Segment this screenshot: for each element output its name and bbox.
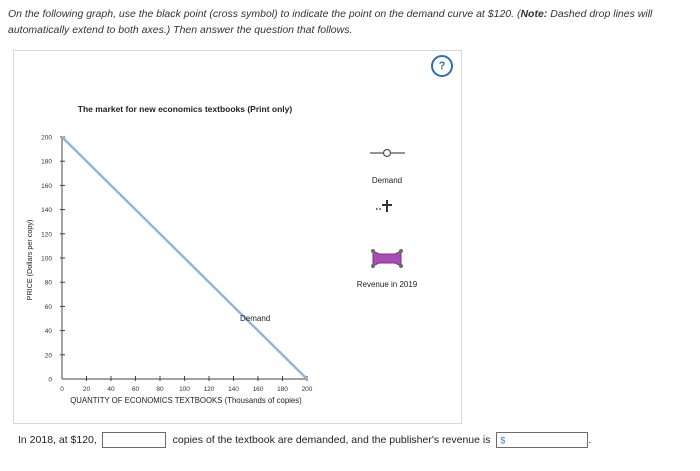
question-line1-prefix: On the following graph, use the black po… [8, 8, 521, 20]
help-icon[interactable]: ? [431, 55, 453, 77]
legend-revenue-label: Revenue in 2019 [357, 280, 418, 289]
x-tick-label: 200 [302, 386, 313, 393]
revenue-icon-corner-tl [371, 249, 375, 253]
demand-graph[interactable]: The market for new economics textbooks (… [0, 0, 700, 420]
graph-title: The market for new economics textbooks (… [78, 104, 293, 114]
x-tick-label: 160 [253, 386, 264, 393]
graph-panel [13, 50, 462, 424]
x-tick-label: 140 [228, 386, 239, 393]
y-tick-label: 0 [48, 377, 52, 384]
question-line1-suffix: Dashed drop lines will [547, 8, 653, 20]
revenue-input[interactable]: $ [496, 432, 589, 448]
revenue-icon [372, 250, 402, 267]
legend-demand-marker [382, 148, 392, 158]
legend-demand-tool[interactable] [370, 148, 405, 158]
revenue-icon-corner-br [399, 264, 403, 268]
demand-curve-label: Demand [240, 314, 270, 323]
legend-demand-label: Demand [372, 176, 402, 185]
y-tick-label: 140 [41, 207, 52, 214]
y-tick-label: 80 [45, 280, 53, 287]
y-tick-label: 180 [41, 159, 52, 166]
x-axis-label: QUANTITY OF ECONOMICS TEXTBOOKS (Thousan… [70, 396, 302, 405]
question-note: Note: [520, 8, 548, 20]
x-tick-label: 0 [60, 386, 64, 393]
revenue-dollar-sign: $ [500, 435, 506, 446]
x-tick-label: 80 [156, 386, 164, 393]
x-tick-label: 40 [107, 386, 115, 393]
answer-middle: copies of the textbook are demanded, and… [172, 434, 491, 446]
demand-curve-line [61, 136, 308, 380]
revenue-icon-corner-tr [399, 249, 403, 253]
x-tick-label: 20 [83, 386, 91, 393]
y-tick-label: 20 [45, 352, 53, 359]
answer-suffix: . [588, 434, 592, 446]
y-tick-label: 100 [41, 256, 52, 263]
axes: 0 20 40 60 80 100 120 140 160 180 200 0 20 40 60 80 100 1… [41, 135, 313, 394]
y-tick-label: 60 [45, 304, 53, 311]
revenue-icon-corner-bl [371, 264, 375, 268]
x-tick-label: 100 [179, 386, 190, 393]
y-tick-label: 160 [41, 183, 52, 190]
answer-prefix: In 2018, at $120, [18, 434, 97, 446]
revenue-tool[interactable] [371, 249, 403, 268]
question-line2: automatically extend to both axes.) Then… [8, 24, 353, 36]
x-tick-label: 60 [132, 386, 140, 393]
y-tick-label: 120 [41, 231, 52, 238]
y-tick-label: 200 [41, 135, 52, 142]
quantity-input[interactable] [101, 432, 166, 448]
y-axis-label: PRICE (Dollars per copy) [25, 220, 34, 301]
cross-point-tool[interactable] [376, 200, 392, 212]
plot-area [61, 136, 308, 380]
x-tick-label: 180 [277, 386, 288, 393]
x-tick-label: 120 [204, 386, 215, 393]
answer-sentence: In 2018, at $120, copies of the textbook… [18, 432, 591, 448]
y-tick-label: 40 [45, 328, 53, 335]
question-text: On the following graph, use the black po… [8, 6, 692, 38]
